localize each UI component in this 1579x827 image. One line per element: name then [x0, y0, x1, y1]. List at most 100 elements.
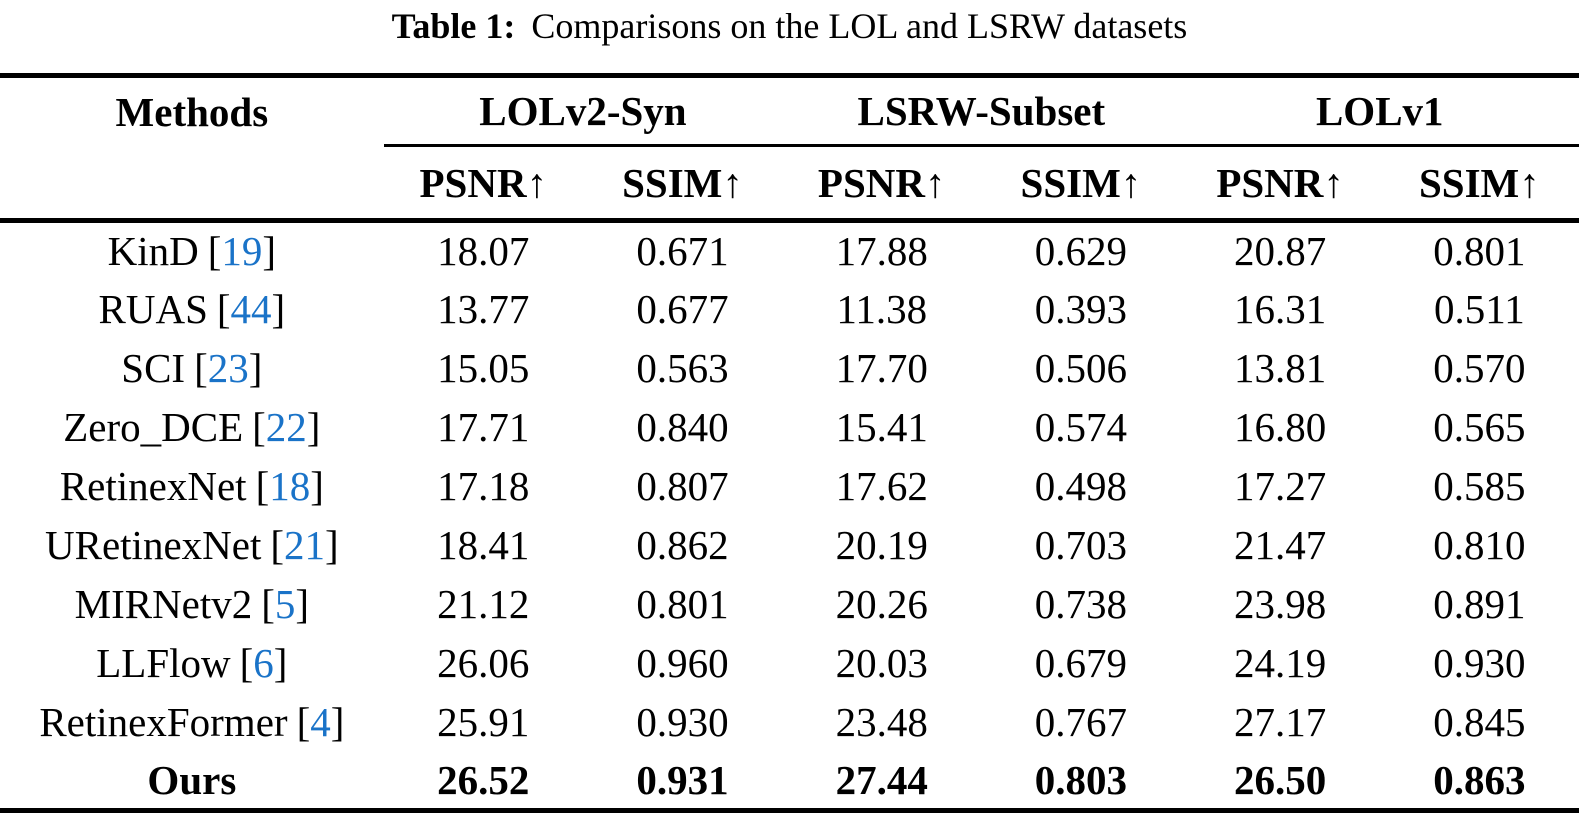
table-caption-text: Comparisons on the LOL and LSRW datasets: [531, 6, 1188, 46]
metric-value: 0.393: [1034, 286, 1128, 332]
citation-number[interactable]: 18: [269, 463, 311, 509]
table-caption: Table 1: Comparisons on the LOL and LSRW …: [0, 5, 1579, 48]
metric-value: 21.12: [437, 581, 530, 627]
citation-link[interactable]: [5]: [261, 581, 309, 627]
method-name: SCI: [121, 345, 186, 391]
citation-link[interactable]: [44]: [217, 286, 285, 332]
citation-link[interactable]: [18]: [256, 463, 324, 509]
citation-bracket-close: ]: [295, 581, 310, 627]
table-row: Zero_DCE [22] 17.71 0.840 15.41 0.574 16.…: [0, 398, 1579, 457]
metric-value: 11.38: [836, 286, 928, 332]
citation-number[interactable]: 23: [207, 345, 249, 391]
metric-value: 0.807: [636, 463, 729, 509]
method-cell: RetinexFormer [4]: [0, 693, 384, 752]
method-cell: MIRNetv2 [5]: [0, 575, 384, 634]
metric-value: 0.891: [1433, 581, 1526, 627]
metric-value: 21.47: [1233, 522, 1327, 568]
citation-link[interactable]: [6]: [240, 640, 288, 686]
citation-bracket-open: [: [207, 228, 222, 275]
metric-value: 0.960: [636, 640, 729, 686]
table-row: URetinexNet [21] 18.41 0.862 20.19 0.703 …: [0, 516, 1579, 575]
citation-link[interactable]: [4]: [297, 699, 345, 745]
method-name: RetinexFormer: [39, 699, 288, 745]
header-row-groups: Methods LOLv2-Syn LSRW-Subset LOLv1: [0, 75, 1579, 147]
citation-link[interactable]: [21]: [270, 522, 338, 568]
col-header-ssim-lolv1: SSIM↑: [1379, 145, 1579, 223]
method-cell: Zero_DCE [22]: [0, 398, 384, 457]
metric-value: 16.80: [1233, 404, 1327, 450]
metric-value: 0.803: [1034, 756, 1128, 803]
method-name: MIRNetv2: [74, 581, 253, 627]
method-cell: Ours: [0, 752, 384, 811]
metric-value: 17.62: [835, 463, 928, 509]
citation-bracket-open: [: [239, 640, 254, 686]
citation-number[interactable]: 22: [265, 404, 307, 450]
citation-number[interactable]: 4: [310, 699, 331, 745]
metric-value: 20.87: [1233, 228, 1327, 275]
method-name: Ours: [147, 756, 237, 803]
metric-value: 0.570: [1433, 345, 1526, 391]
metric-value: 0.565: [1433, 404, 1526, 450]
metric-value: 0.840: [636, 404, 729, 450]
citation-bracket-open: [: [255, 463, 270, 509]
metric-value: 20.03: [835, 640, 928, 686]
table-caption-label: Table 1:: [391, 6, 516, 46]
col-group-lolv1: LOLv1: [1180, 75, 1579, 147]
table-row: RetinexFormer [4] 25.91 0.930 23.48 0.767…: [0, 693, 1579, 752]
col-group-lolv2-syn: LOLv2-Syn: [383, 75, 783, 147]
metric-value: 17.27: [1233, 463, 1327, 509]
metric-value: 0.498: [1034, 463, 1128, 509]
col-header-empty: [0, 145, 384, 223]
citation-number[interactable]: 5: [274, 581, 296, 627]
metric-value: 13.77: [437, 286, 530, 332]
metric-value: 15.41: [835, 404, 928, 450]
metric-value: 24.19: [1233, 640, 1327, 686]
metric-value: 27.44: [835, 756, 928, 803]
metric-value: 0.511: [1433, 286, 1525, 332]
citation-bracket-close: ]: [262, 228, 277, 275]
metric-value: 23.98: [1233, 581, 1327, 627]
metric-value: 18.41: [437, 522, 530, 568]
metric-value: 0.703: [1034, 522, 1128, 568]
metric-value: 0.862: [636, 522, 729, 568]
metric-value: 0.506: [1034, 345, 1128, 391]
metric-value: 17.18: [437, 463, 530, 509]
col-header-psnr-lolv1: PSNR↑: [1180, 145, 1380, 223]
citation-link[interactable]: [23]: [194, 345, 262, 391]
metric-value: 26.50: [1233, 756, 1327, 803]
citation-number[interactable]: 6: [253, 640, 274, 686]
method-cell: RUAS [44]: [0, 280, 384, 339]
citation-bracket-open: [: [261, 581, 275, 627]
citation-bracket-close: ]: [325, 522, 339, 568]
metric-value: 0.845: [1433, 699, 1526, 745]
citation-bracket-open: [: [216, 286, 231, 332]
metric-value: 17.71: [437, 404, 530, 450]
method-cell: KinD [19]: [0, 221, 384, 280]
table-row: Ours 26.52 0.931 27.44 0.803 26.50 0.863: [0, 752, 1579, 811]
table-body: KinD [19] 18.07 0.671 17.88 0.629 20.87 0…: [0, 221, 1579, 811]
citation-number[interactable]: 19: [221, 228, 263, 275]
citation-bracket-close: ]: [273, 640, 288, 686]
citation-link[interactable]: [19]: [208, 228, 276, 274]
metric-value: 0.585: [1433, 463, 1526, 509]
metric-value: 26.52: [437, 756, 530, 803]
citation-link[interactable]: [22]: [252, 404, 320, 450]
col-header-ssim-lsrw-subset: SSIM↑: [981, 145, 1181, 223]
col-header-psnr-lsrw-subset: PSNR↑: [782, 145, 982, 223]
method-name: LLFlow: [96, 640, 231, 686]
col-header-ssim-lolv2-syn: SSIM↑: [582, 145, 783, 223]
method-name: RUAS: [98, 286, 208, 332]
col-header-methods: Methods: [115, 88, 269, 135]
table-header: Methods LOLv2-Syn LSRW-Subset LOLv1 PSNR…: [0, 75, 1579, 223]
table-row: SCI [23] 15.05 0.563 17.70 0.506 13.81 0.…: [0, 339, 1579, 398]
method-cell: RetinexNet [18]: [0, 457, 384, 516]
col-group-lsrw-subset: LSRW-Subset: [782, 75, 1181, 147]
table-row: RUAS [44] 13.77 0.677 11.38 0.393 16.31 0…: [0, 280, 1579, 339]
metric-value: 20.19: [835, 522, 928, 568]
metric-value: 0.863: [1433, 756, 1526, 803]
metric-value: 0.767: [1034, 699, 1128, 745]
metric-value: 0.629: [1034, 228, 1128, 275]
metric-value: 23.48: [835, 699, 928, 745]
citation-number[interactable]: 21: [284, 522, 326, 568]
citation-number[interactable]: 44: [230, 286, 272, 332]
